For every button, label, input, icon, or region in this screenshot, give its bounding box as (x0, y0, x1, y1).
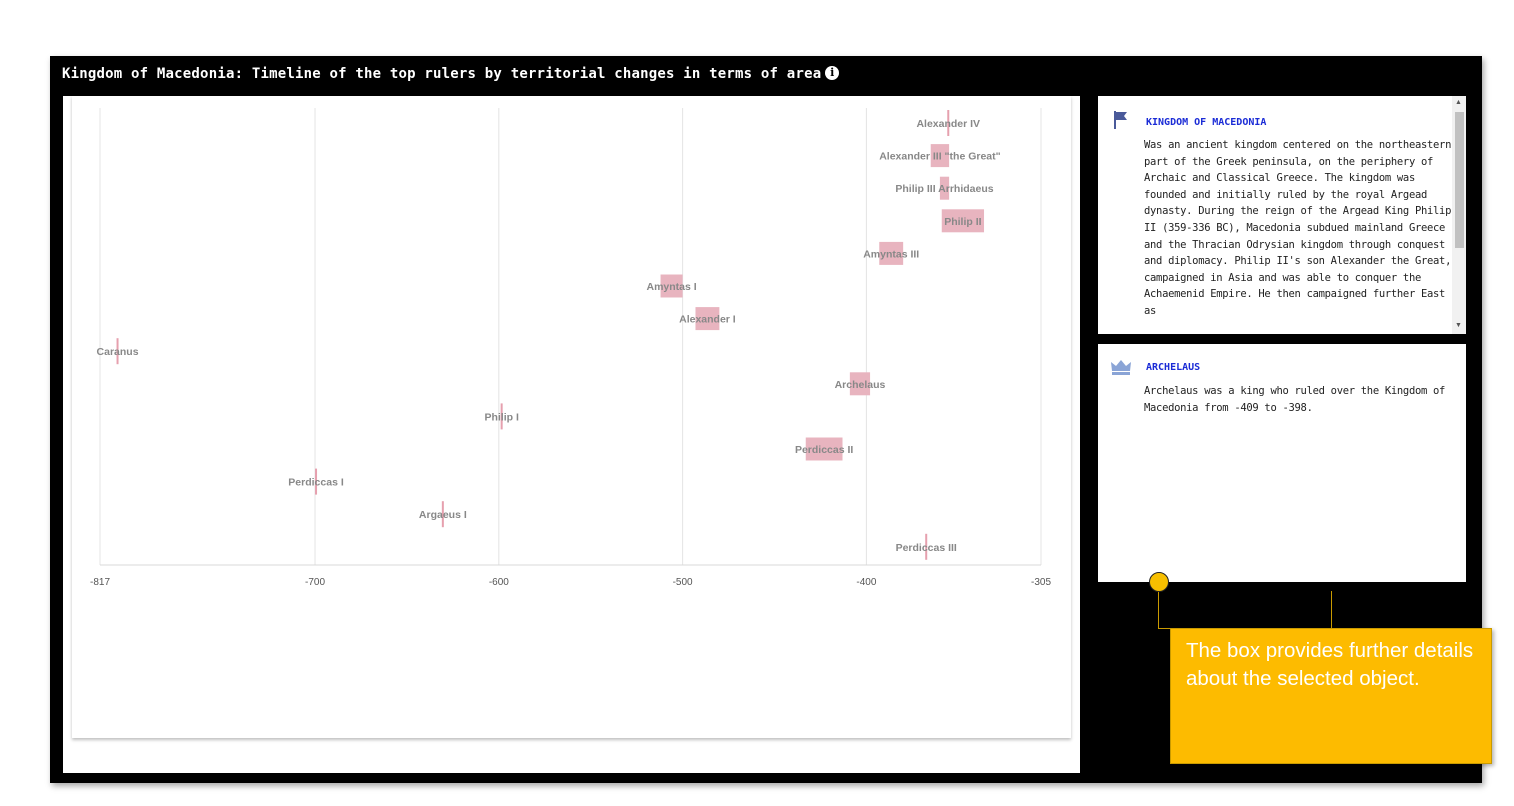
x-tick-label: -400 (856, 577, 876, 588)
kingdom-heading: KINGDOM OF MACEDONIA (1146, 117, 1267, 128)
ruler-label[interactable]: Alexander IV (916, 118, 980, 130)
ruler-bar[interactable] (695, 307, 720, 331)
page-title: Kingdom of Macedonia: Timeline of the to… (62, 66, 840, 82)
ruler-description: Archelaus was a king who ruled over the … (1144, 385, 1446, 414)
scroll-thumb[interactable] (1455, 112, 1464, 248)
flag-icon (1114, 111, 1127, 129)
ruler-info-panel: ARCHELAUS Archelaus was a king who ruled… (1098, 344, 1466, 582)
ruler-label[interactable]: Perdiccas I (288, 477, 344, 489)
ruler-bar[interactable] (941, 209, 985, 233)
callout-box: The box provides further details about t… (1170, 628, 1492, 764)
ruler-bar[interactable] (660, 274, 683, 298)
ruler-label[interactable]: Caranus (97, 346, 139, 358)
ruler-label[interactable]: Perdiccas III (896, 542, 957, 554)
info-icon[interactable]: i (825, 66, 840, 80)
ruler-label[interactable]: Amyntas III (863, 248, 919, 260)
ruler-bar[interactable] (116, 338, 119, 365)
timeline-chart: -817 -700 -600 -500 -400 -305 Alexander IV Alex… (90, 108, 1051, 588)
ruler-bar[interactable] (939, 176, 950, 200)
kingdom-panel-scrollbar[interactable]: ▲ ▼ (1452, 96, 1466, 334)
kingdom-info-panel: KINGDOM OF MACEDONIA Was an ancient king… (1098, 96, 1466, 334)
ruler-label[interactable]: Philip III Arrhidaeus (895, 183, 993, 195)
ruler-label[interactable]: Amyntas I (646, 281, 696, 293)
x-tick-label: -500 (673, 577, 693, 588)
x-tick-label: -700 (305, 577, 325, 588)
x-tick-label: -305 (1031, 577, 1051, 588)
x-tick-label: -600 (489, 577, 509, 588)
ruler-label[interactable]: Philip I (484, 411, 519, 423)
x-tick-label: -817 (90, 577, 110, 588)
crown-icon (1111, 360, 1131, 375)
ruler-heading: ARCHELAUS (1146, 362, 1201, 373)
ruler-label[interactable]: Archelaus (835, 379, 886, 391)
chart-area: -817 -700 -600 -500 -400 -305 Alexander IV Alex… (63, 96, 1080, 773)
callout-connector (1158, 591, 1332, 629)
ruler-label[interactable]: Philip II (944, 216, 981, 228)
ruler-bar[interactable] (879, 241, 904, 265)
app-frame: Kingdom of Macedonia: Timeline of the to… (50, 56, 1482, 783)
ruler-bar[interactable] (849, 372, 871, 396)
ruler-bar[interactable] (441, 501, 444, 528)
ruler-bar[interactable] (947, 110, 950, 136)
callout-marker (1149, 572, 1169, 592)
ruler-label[interactable]: Argaeus I (419, 509, 467, 521)
scroll-down-icon[interactable]: ▼ (1455, 322, 1462, 329)
ruler-bar[interactable] (925, 533, 928, 560)
page-title-text: Kingdom of Macedonia: Timeline of the to… (62, 66, 822, 82)
ruler-bar[interactable] (315, 468, 318, 495)
ruler-bar[interactable] (805, 437, 843, 461)
callout-text: The box provides further details about t… (1186, 639, 1474, 690)
ruler-label[interactable]: Alexander I (679, 314, 736, 326)
ruler-label[interactable]: Perdiccas II (795, 444, 853, 456)
chart-card: -817 -700 -600 -500 -400 -305 Alexander IV Alex… (72, 96, 1071, 738)
kingdom-description: Was an ancient kingdom centered on the n… (1144, 139, 1452, 317)
scroll-up-icon[interactable]: ▲ (1455, 99, 1462, 106)
ruler-bar[interactable] (500, 403, 503, 430)
ruler-label[interactable]: Alexander III "the Great" (879, 151, 1000, 163)
ruler-bar[interactable] (930, 144, 950, 168)
